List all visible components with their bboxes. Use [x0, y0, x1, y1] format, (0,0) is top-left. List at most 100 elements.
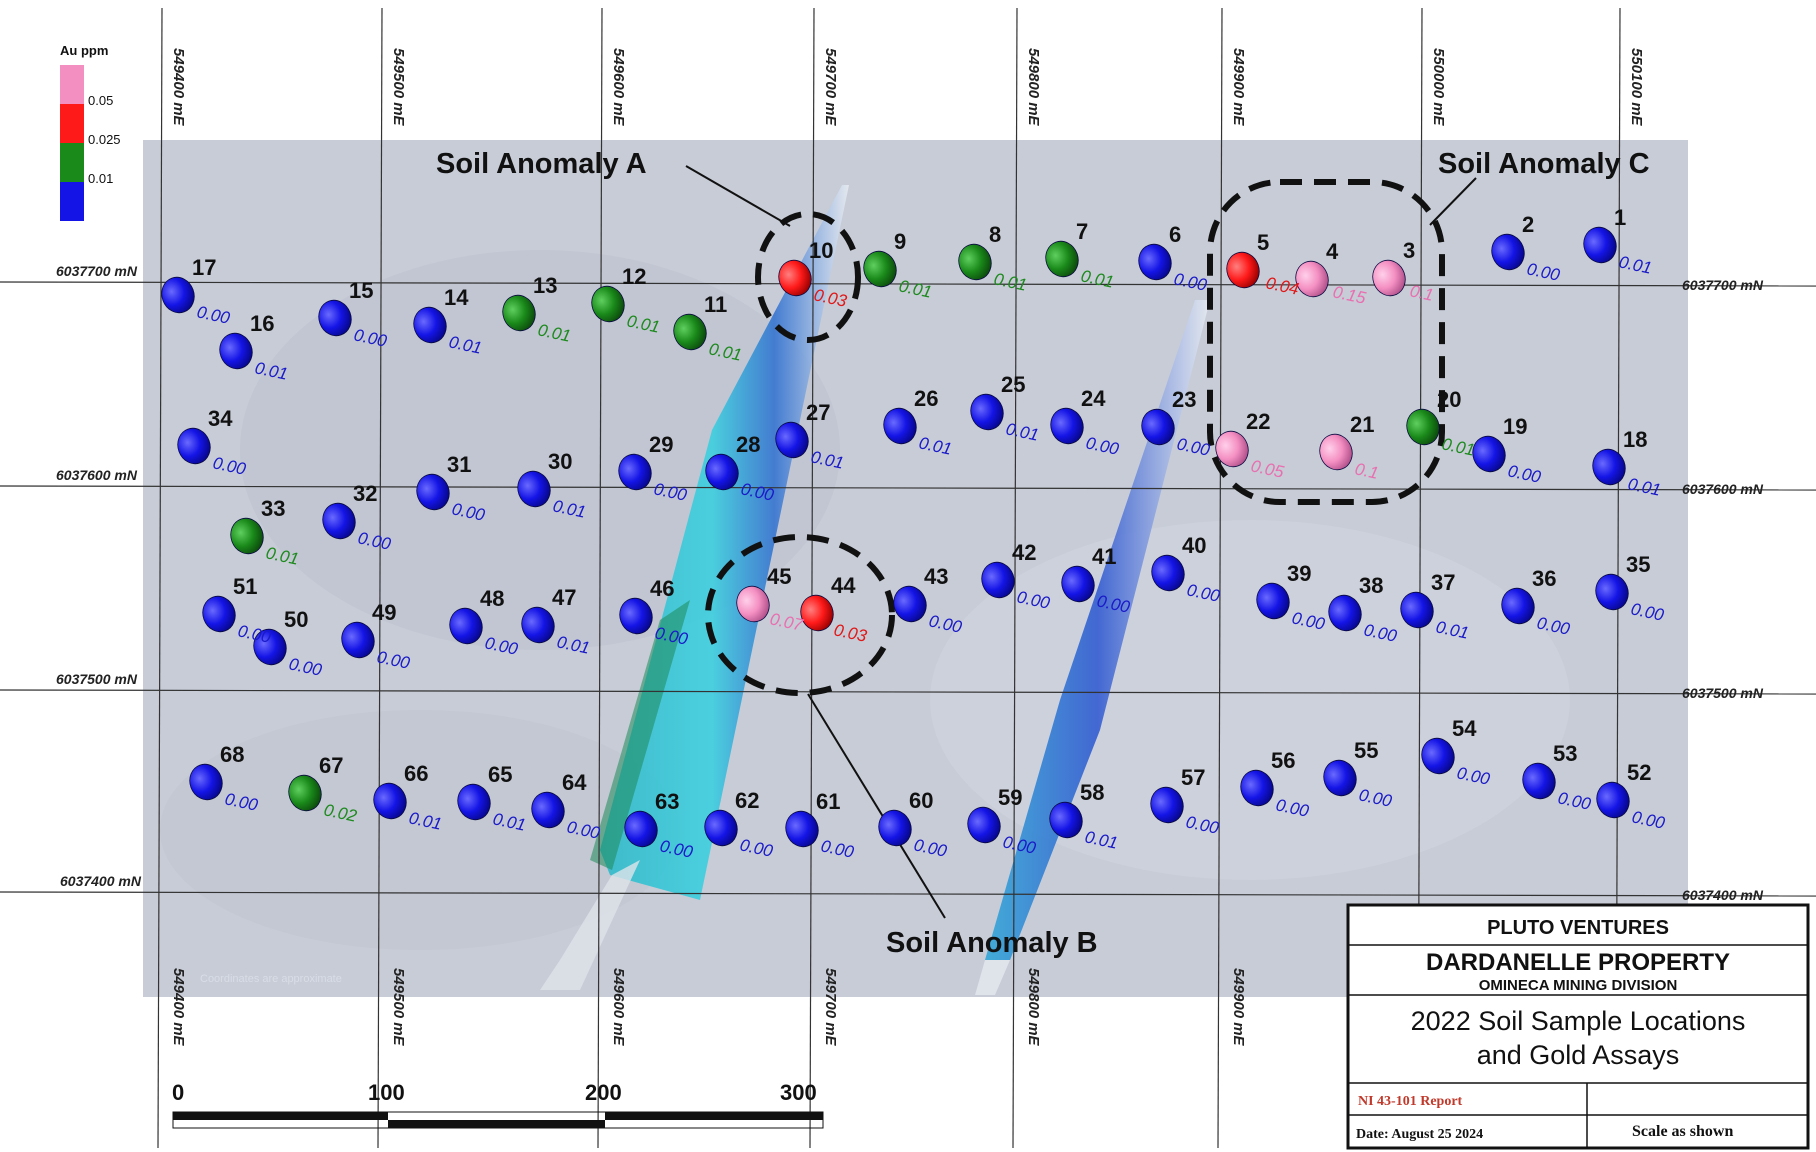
northing-label-right: 6037600 mN [1682, 481, 1764, 497]
sample-id: 11 [704, 292, 727, 317]
sample-marker-blue [161, 276, 195, 314]
easting-label-top: 549400 mE [170, 48, 187, 127]
sample-marker-blue [1050, 407, 1084, 445]
sample-marker-blue [413, 306, 447, 344]
grid-labels: 549400 mE 549500 mE 549600 mE 549700 mE 5498… [56, 48, 1764, 1047]
sample-point: 610.00 [785, 789, 856, 862]
grid-northing-line [0, 281, 1816, 287]
sample-marker-blue [1596, 781, 1630, 819]
property-name: DARDANELLE PROPERTY [1426, 949, 1730, 976]
scale-tick-0: 0 [172, 1080, 184, 1105]
sample-id: 54 [1452, 716, 1477, 741]
sample-marker-green [1406, 408, 1440, 446]
sample-id: 40 [1182, 533, 1206, 558]
scale-segment-3 [605, 1112, 823, 1120]
sample-point: 100.03 [778, 238, 849, 311]
anomaly-a-label: Soil Anomaly A [436, 148, 647, 180]
sample-marker-blue [416, 473, 450, 511]
sample-id: 22 [1246, 409, 1270, 434]
anomaly-a: Soil Anomaly A [436, 148, 791, 227]
sample-marker-blue [318, 299, 352, 337]
easting-label-top: 549900 mE [1230, 48, 1247, 127]
sample-id: 68 [220, 742, 244, 767]
grid-easting-line [809, 7, 815, 1149]
sample-id: 59 [998, 785, 1022, 810]
sample-point: 590.00 [967, 785, 1038, 858]
sample-marker-blue [1150, 786, 1184, 824]
sample-marker-blue [1472, 435, 1506, 473]
sample-id: 18 [1623, 427, 1647, 452]
sample-id: 3 [1403, 238, 1415, 263]
sample-id: 2 [1522, 212, 1534, 237]
sample-marker-pink [1215, 430, 1249, 468]
sample-marker-blue [1049, 801, 1083, 839]
scale-bar: 0 100 200 300 [172, 1080, 824, 1129]
sample-marker-blue [1141, 408, 1175, 446]
anomaly-a-outline [755, 211, 861, 343]
sample-marker-green [591, 285, 625, 323]
sample-id: 56 [1271, 748, 1295, 773]
sample-point: 210.1 [1319, 412, 1380, 483]
sample-id: 62 [735, 788, 759, 813]
sample-marker-blue [1323, 759, 1357, 797]
sample-marker-green [288, 774, 322, 812]
sample-marker-blue [457, 783, 491, 821]
sample-marker-blue [1138, 243, 1172, 281]
imagery-texture [160, 710, 680, 950]
sample-marker-blue [785, 810, 819, 848]
sample-marker-blue [704, 809, 738, 847]
sample-id: 15 [349, 278, 373, 303]
sample-marker-blue [1240, 769, 1274, 807]
sample-marker-pink [736, 585, 770, 623]
sample-id: 47 [552, 585, 576, 610]
sample-marker-blue [878, 809, 912, 847]
northing-label-right: 6037700 mN [1682, 277, 1764, 293]
sample-marker-pink [1295, 260, 1329, 298]
sample-point: 290.00 [618, 432, 689, 505]
geology-band-east [975, 300, 1210, 995]
sample-marker-green [1045, 240, 1079, 278]
geology-band-west [540, 185, 849, 990]
sample-point: 560.00 [1240, 748, 1311, 821]
sample-id: 61 [816, 789, 840, 814]
sample-marker-red [1226, 251, 1260, 289]
northing-label-right: 6037400 mN [1682, 887, 1764, 903]
sample-marker-blue [449, 607, 483, 645]
grid-lines [0, 7, 1816, 1149]
sample-value: 0.1 [1408, 281, 1435, 304]
grid-easting-line [597, 7, 603, 1149]
sample-marker-blue [1491, 233, 1525, 271]
northing-label-left: 6037500 mN [56, 671, 138, 687]
legend-swatch-pink [60, 65, 84, 104]
anomaly-c-label: Soil Anomaly C [1438, 148, 1650, 180]
sample-marker-green [863, 250, 897, 288]
sample-id: 12 [622, 264, 646, 289]
sample-id: 24 [1081, 386, 1106, 411]
easting-label-bottom: 549800 mE [1025, 968, 1042, 1047]
sample-id: 19 [1503, 414, 1527, 439]
legend-swatch-red [60, 104, 84, 143]
sample-marker-blue [177, 427, 211, 465]
easting-label-top: 549700 mE [822, 48, 839, 127]
sample-id: 7 [1076, 219, 1088, 244]
sample-id: 1 [1614, 205, 1626, 230]
sample-id: 14 [444, 285, 469, 310]
easting-label-top: 549500 mE [390, 48, 407, 127]
sample-marker-blue [1421, 737, 1455, 775]
anomaly-b: Soil Anomaly B [807, 693, 1098, 959]
coordinates-credit: Coordinates are approximate [200, 973, 342, 985]
sample-marker-blue [253, 628, 287, 666]
date-label: Date: August 25 2024 [1356, 1127, 1483, 1142]
sample-marker-blue [1328, 594, 1362, 632]
sample-marker-blue [618, 453, 652, 491]
sample-id: 37 [1431, 570, 1455, 595]
title-block: PLUTO VENTURES DARDANELLE PROPERTY OMINE… [1346, 903, 1810, 1150]
mining-division: OMINECA MINING DIVISION [1479, 977, 1678, 994]
sample-id: 41 [1092, 544, 1116, 569]
sample-point: 470.01 [521, 585, 591, 658]
sample-id: 44 [831, 573, 856, 598]
sample-marker-blue [1151, 554, 1185, 592]
sample-id: 58 [1080, 780, 1104, 805]
sample-id: 39 [1287, 561, 1311, 586]
